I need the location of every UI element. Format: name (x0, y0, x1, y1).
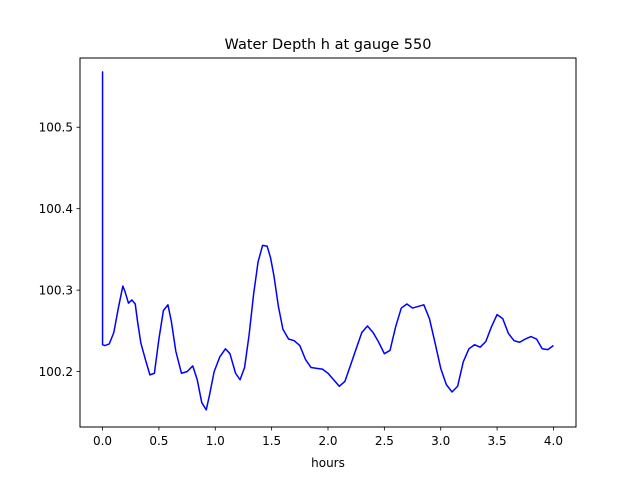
y-tick-label: 100.5 (39, 121, 73, 135)
x-tick-label: 2.5 (375, 434, 394, 448)
x-tick-label: 1.5 (262, 434, 281, 448)
x-tick-label: 4.0 (544, 434, 563, 448)
series-line-0 (101, 71, 554, 411)
y-tick-label: 100.3 (39, 284, 73, 298)
x-axis: 0.0 0.5 1.0 1.5 2.0 2.5 3.0 3.5 4.0 (93, 427, 563, 448)
y-axis: 100.2 100.3 100.4 100.5 (39, 121, 80, 379)
chart-title: Water Depth h at gauge 550 (225, 37, 432, 53)
x-axis-label: hours (311, 456, 345, 470)
plot-area (101, 71, 554, 411)
x-tick-label: 2.0 (318, 434, 337, 448)
x-tick-label: 0.5 (149, 434, 168, 448)
y-tick-label: 100.4 (39, 202, 73, 216)
x-tick-label: 0.0 (93, 434, 112, 448)
x-tick-label: 3.5 (488, 434, 507, 448)
x-tick-label: 3.0 (431, 434, 450, 448)
y-tick-label: 100.2 (39, 365, 73, 379)
x-tick-label: 1.0 (206, 434, 225, 448)
